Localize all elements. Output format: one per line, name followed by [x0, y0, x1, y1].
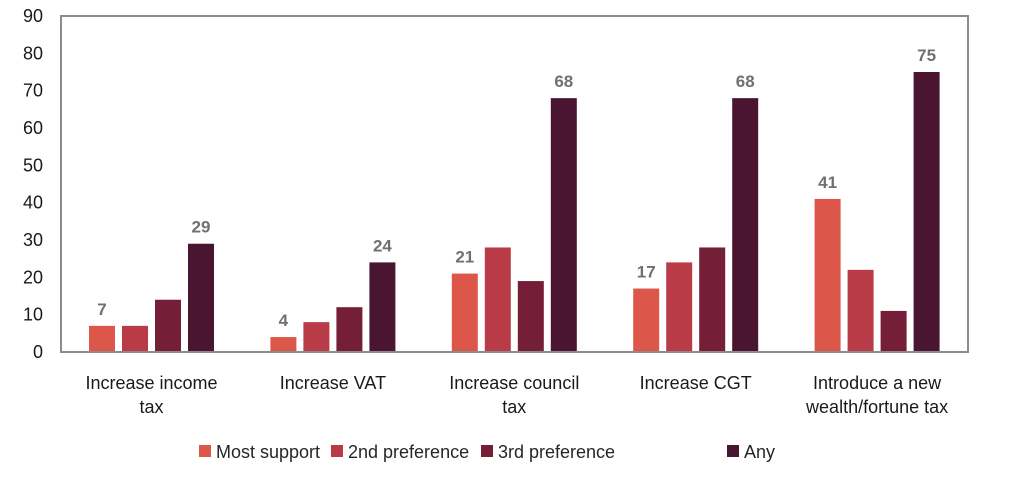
x-category-label: tax [502, 397, 526, 417]
y-tick-label: 70 [23, 81, 43, 101]
legend-label: Most support [216, 442, 320, 462]
data-label: 24 [373, 236, 392, 255]
bar-3rd-preference-1 [336, 307, 363, 352]
bar-most-support-1 [270, 337, 297, 352]
y-tick-label: 40 [23, 193, 43, 213]
bar-2nd-preference-1 [303, 322, 330, 352]
x-category-label: wealth/fortune tax [805, 397, 948, 417]
data-label: 17 [637, 263, 656, 282]
x-category-label: Introduce a new [813, 373, 942, 393]
data-label: 68 [554, 72, 573, 91]
bar-3rd-preference-4 [880, 310, 907, 352]
bar-most-support-4 [814, 198, 841, 352]
legend-label: 3rd preference [498, 442, 615, 462]
data-label: 7 [97, 300, 106, 319]
y-tick-label: 30 [23, 230, 43, 250]
bar-most-support-2 [451, 273, 478, 352]
data-label: 41 [818, 173, 837, 192]
bar-most-support-0 [89, 325, 115, 352]
y-tick-label: 0 [33, 342, 43, 362]
y-tick-label: 80 [23, 43, 43, 63]
data-label: 29 [192, 218, 211, 237]
bar-3rd-preference-3 [699, 247, 726, 352]
bar-3rd-preference-2 [517, 281, 544, 352]
y-axis-ticks: 0 10 20 30 40 50 60 70 80 90 [23, 6, 43, 362]
bar-most-support-3 [633, 288, 660, 352]
bar-any-3 [732, 98, 759, 352]
plot-frame [60, 15, 969, 353]
y-tick-label: 20 [23, 267, 43, 287]
bar-2nd-preference-4 [847, 269, 874, 352]
legend-label: Any [744, 442, 775, 462]
x-category-label: tax [139, 397, 163, 417]
legend-swatch [727, 445, 739, 457]
legend: Most support 2nd preference 3rd preference… [199, 442, 775, 462]
data-label: 75 [917, 46, 936, 65]
y-tick-label: 10 [23, 305, 43, 325]
y-tick-label: 90 [23, 6, 43, 26]
bar-2nd-preference-0 [122, 325, 148, 352]
bar-any-4 [913, 72, 940, 352]
legend-swatch [331, 445, 343, 457]
data-label: 68 [736, 72, 755, 91]
legend-swatch [481, 445, 493, 457]
x-category-label: Increase CGT [640, 373, 752, 393]
y-tick-label: 50 [23, 155, 43, 175]
bars-layer [89, 72, 940, 352]
bar-any-1 [369, 262, 396, 352]
y-tick-label: 60 [23, 118, 43, 138]
data-label: 4 [279, 311, 289, 330]
legend-swatch [199, 445, 211, 457]
x-category-label: Increase council [449, 373, 579, 393]
data-labels: 7 4 21 17 41 29 24 68 68 75 [97, 46, 936, 330]
x-category-label: Increase VAT [280, 373, 386, 393]
bar-any-2 [550, 98, 577, 352]
bar-2nd-preference-2 [484, 247, 511, 352]
legend-label: 2nd preference [348, 442, 469, 462]
x-category-label: Increase income [85, 373, 217, 393]
data-label: 21 [455, 248, 474, 267]
bar-3rd-preference-0 [155, 299, 181, 352]
bar-2nd-preference-3 [666, 262, 693, 352]
bar-any-0 [188, 243, 214, 352]
x-axis-categories: Increase income tax Increase VAT Increase c… [85, 373, 948, 417]
